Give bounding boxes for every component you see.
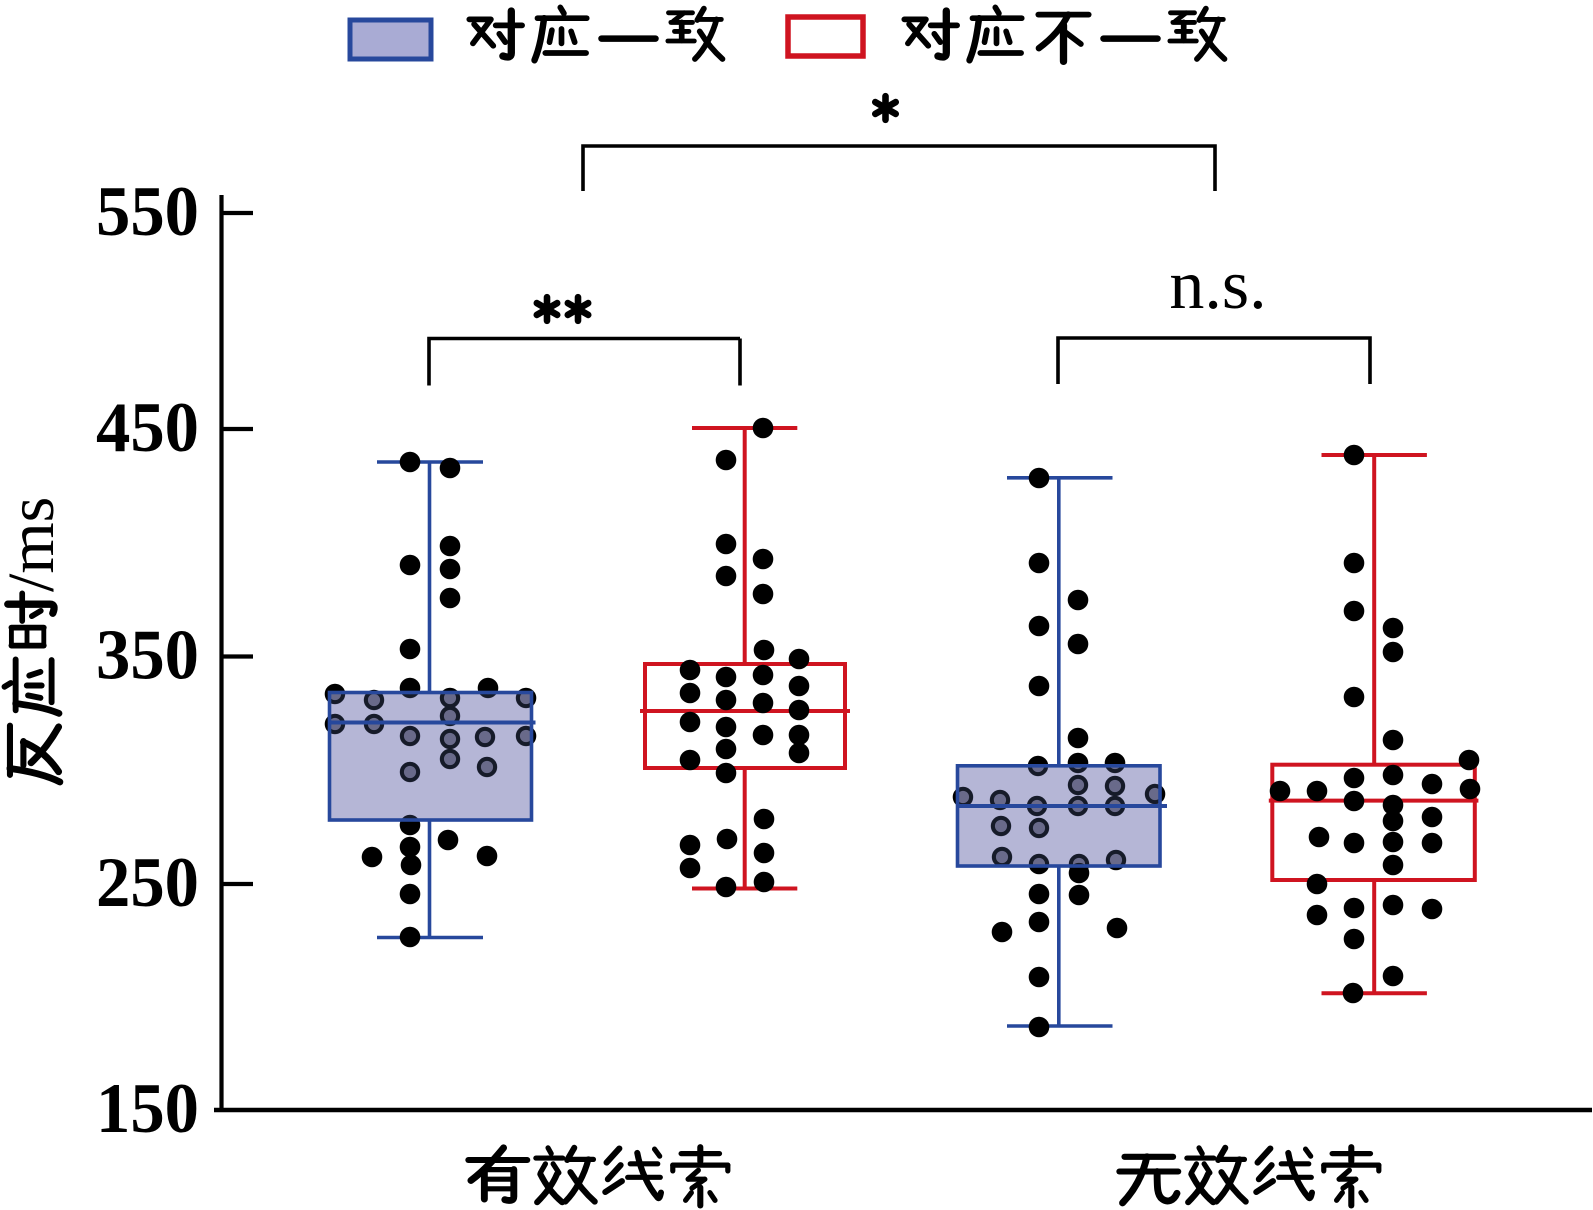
svg-text:250: 250	[96, 844, 199, 922]
svg-text:150: 150	[96, 1070, 199, 1148]
svg-text:450: 450	[96, 389, 199, 467]
svg-text:350: 350	[96, 616, 199, 694]
svg-text:550: 550	[96, 173, 199, 251]
svg-text:n.s.: n.s.	[1169, 247, 1266, 324]
svg-text:/ms: /ms	[0, 497, 68, 592]
